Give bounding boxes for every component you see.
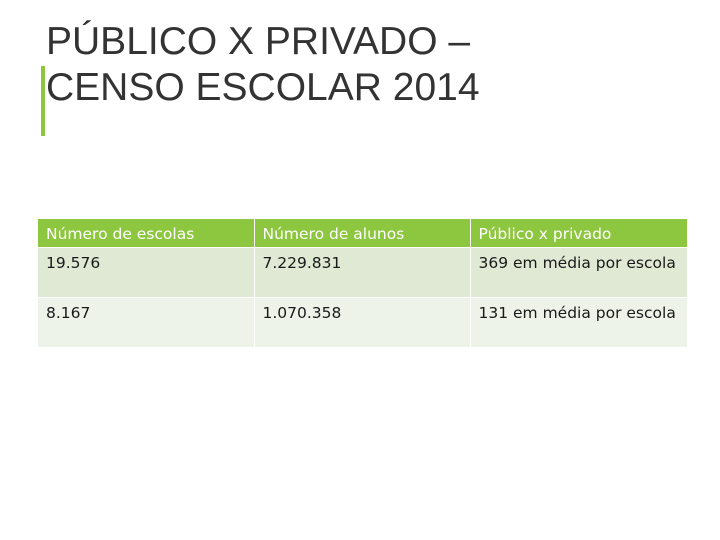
census-table: Número de escolas Número de alunos Públi… [38, 219, 688, 348]
slide-title-line-1: PÚBLICO X PRIVADO – [46, 20, 471, 63]
table-row: 8.167 1.070.358 131 em média por escola [38, 297, 688, 348]
table-cell: 8.167 [38, 297, 255, 348]
header-publico-x-privado: Público x privado [470, 219, 688, 248]
title-accent-bar [41, 66, 45, 136]
table-cell: 131 em média por escola [470, 297, 688, 348]
table-cell: 1.070.358 [254, 297, 471, 348]
table-header-row: Número de escolas Número de alunos Públi… [38, 219, 688, 248]
table-row: 19.576 7.229.831 369 em média por escola [38, 247, 688, 298]
slide-title: PÚBLICO X PRIVADO – CENSO ESCOLAR 2014 [46, 19, 480, 111]
table-cell: 19.576 [38, 247, 255, 298]
slide-title-line-2: CENSO ESCOLAR 2014 [46, 66, 480, 109]
header-numero-de-escolas: Número de escolas [38, 219, 255, 248]
table-cell: 369 em média por escola [470, 247, 688, 298]
table-cell: 7.229.831 [254, 247, 471, 298]
header-numero-de-alunos: Número de alunos [254, 219, 471, 248]
